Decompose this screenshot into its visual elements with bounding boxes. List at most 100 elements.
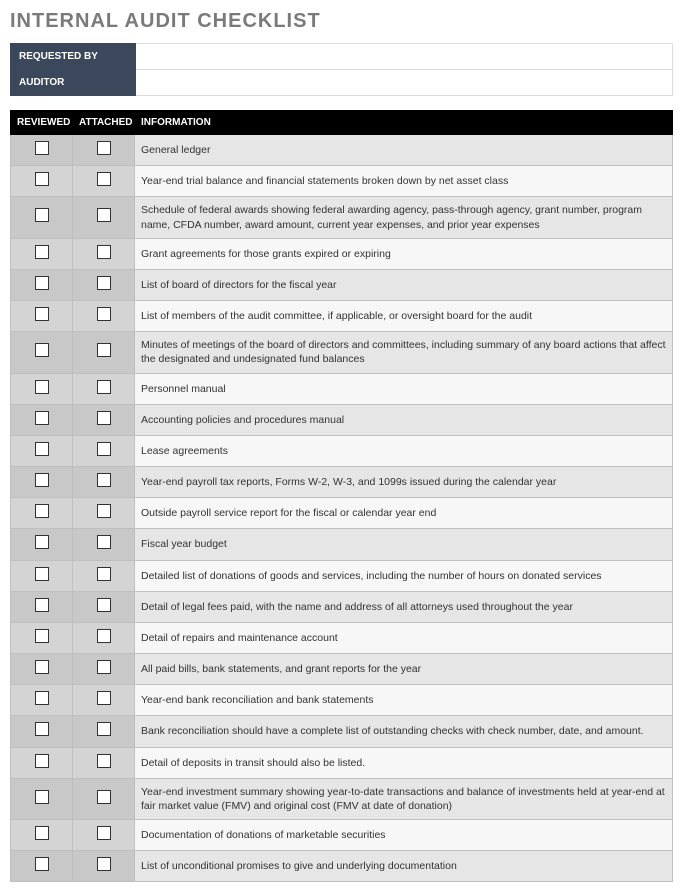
table-row: General ledger	[11, 135, 673, 166]
attached-checkbox[interactable]	[97, 442, 111, 456]
reviewed-cell	[11, 498, 73, 529]
reviewed-checkbox[interactable]	[35, 276, 49, 290]
attached-cell	[73, 135, 135, 166]
info-cell: Outside payroll service report for the f…	[135, 498, 673, 529]
attached-checkbox[interactable]	[97, 857, 111, 871]
attached-checkbox[interactable]	[97, 343, 111, 357]
info-cell: Personnel manual	[135, 373, 673, 404]
reviewed-cell	[11, 820, 73, 851]
attached-checkbox[interactable]	[97, 722, 111, 736]
attached-checkbox[interactable]	[97, 790, 111, 804]
table-row: Personnel manual	[11, 373, 673, 404]
table-row: List of unconditional promises to give a…	[11, 851, 673, 882]
table-row: Lease agreements	[11, 435, 673, 466]
info-cell: All paid bills, bank statements, and gra…	[135, 654, 673, 685]
reviewed-checkbox[interactable]	[35, 857, 49, 871]
reviewed-checkbox[interactable]	[35, 343, 49, 357]
table-row: Grant agreements for those grants expire…	[11, 238, 673, 269]
reviewed-checkbox[interactable]	[35, 722, 49, 736]
info-cell: Detail of deposits in transit should als…	[135, 747, 673, 778]
reviewed-checkbox[interactable]	[35, 535, 49, 549]
attached-cell	[73, 498, 135, 529]
requested-by-label: REQUESTED BY	[11, 44, 136, 70]
info-cell: Year-end trial balance and financial sta…	[135, 166, 673, 197]
attached-checkbox[interactable]	[97, 473, 111, 487]
attached-cell	[73, 332, 135, 373]
reviewed-checkbox[interactable]	[35, 442, 49, 456]
table-row: Detail of legal fees paid, with the name…	[11, 591, 673, 622]
info-cell: Minutes of meetings of the board of dire…	[135, 332, 673, 373]
attached-cell	[73, 654, 135, 685]
reviewed-checkbox[interactable]	[35, 691, 49, 705]
attached-cell	[73, 747, 135, 778]
reviewed-checkbox[interactable]	[35, 411, 49, 425]
reviewed-checkbox[interactable]	[35, 245, 49, 259]
info-cell: Documentation of donations of marketable…	[135, 820, 673, 851]
attached-cell	[73, 591, 135, 622]
info-cell: List of board of directors for the fisca…	[135, 269, 673, 300]
info-cell: Year-end payroll tax reports, Forms W-2,…	[135, 467, 673, 498]
attached-cell	[73, 851, 135, 882]
reviewed-checkbox[interactable]	[35, 567, 49, 581]
info-cell: Accounting policies and procedures manua…	[135, 404, 673, 435]
attached-checkbox[interactable]	[97, 504, 111, 518]
table-row: Year-end investment summary showing year…	[11, 778, 673, 819]
reviewed-cell	[11, 778, 73, 819]
reviewed-cell	[11, 851, 73, 882]
attached-cell	[73, 301, 135, 332]
attached-checkbox[interactable]	[97, 598, 111, 612]
info-cell: Detail of legal fees paid, with the name…	[135, 591, 673, 622]
attached-checkbox[interactable]	[97, 172, 111, 186]
attached-checkbox[interactable]	[97, 691, 111, 705]
reviewed-checkbox[interactable]	[35, 141, 49, 155]
reviewed-checkbox[interactable]	[35, 598, 49, 612]
reviewed-cell	[11, 269, 73, 300]
col-header-attached: ATTACHED	[73, 111, 135, 135]
attached-checkbox[interactable]	[97, 826, 111, 840]
attached-checkbox[interactable]	[97, 754, 111, 768]
attached-checkbox[interactable]	[97, 141, 111, 155]
meta-table: REQUESTED BY AUDITOR	[10, 43, 673, 96]
reviewed-checkbox[interactable]	[35, 754, 49, 768]
reviewed-cell	[11, 197, 73, 238]
table-row: Detailed list of donations of goods and …	[11, 560, 673, 591]
attached-checkbox[interactable]	[97, 411, 111, 425]
table-row: Year-end bank reconciliation and bank st…	[11, 685, 673, 716]
reviewed-checkbox[interactable]	[35, 660, 49, 674]
attached-checkbox[interactable]	[97, 380, 111, 394]
reviewed-checkbox[interactable]	[35, 172, 49, 186]
auditor-value[interactable]	[136, 70, 673, 96]
attached-checkbox[interactable]	[97, 276, 111, 290]
attached-checkbox[interactable]	[97, 535, 111, 549]
reviewed-checkbox[interactable]	[35, 307, 49, 321]
attached-checkbox[interactable]	[97, 629, 111, 643]
attached-cell	[73, 435, 135, 466]
table-row: Documentation of donations of marketable…	[11, 820, 673, 851]
attached-cell	[73, 560, 135, 591]
info-cell: Fiscal year budget	[135, 529, 673, 560]
reviewed-checkbox[interactable]	[35, 790, 49, 804]
reviewed-checkbox[interactable]	[35, 208, 49, 222]
reviewed-checkbox[interactable]	[35, 380, 49, 394]
requested-by-value[interactable]	[136, 44, 673, 70]
reviewed-checkbox[interactable]	[35, 504, 49, 518]
attached-cell	[73, 467, 135, 498]
reviewed-cell	[11, 591, 73, 622]
attached-checkbox[interactable]	[97, 567, 111, 581]
info-cell: Detailed list of donations of goods and …	[135, 560, 673, 591]
reviewed-cell	[11, 435, 73, 466]
reviewed-checkbox[interactable]	[35, 473, 49, 487]
attached-checkbox[interactable]	[97, 307, 111, 321]
attached-cell	[73, 716, 135, 747]
attached-checkbox[interactable]	[97, 245, 111, 259]
attached-cell	[73, 685, 135, 716]
reviewed-checkbox[interactable]	[35, 629, 49, 643]
page-title: INTERNAL AUDIT CHECKLIST	[10, 10, 673, 33]
table-row: List of members of the audit committee, …	[11, 301, 673, 332]
attached-checkbox[interactable]	[97, 208, 111, 222]
reviewed-checkbox[interactable]	[35, 826, 49, 840]
info-cell: Bank reconciliation should have a comple…	[135, 716, 673, 747]
reviewed-cell	[11, 716, 73, 747]
reviewed-cell	[11, 238, 73, 269]
attached-checkbox[interactable]	[97, 660, 111, 674]
